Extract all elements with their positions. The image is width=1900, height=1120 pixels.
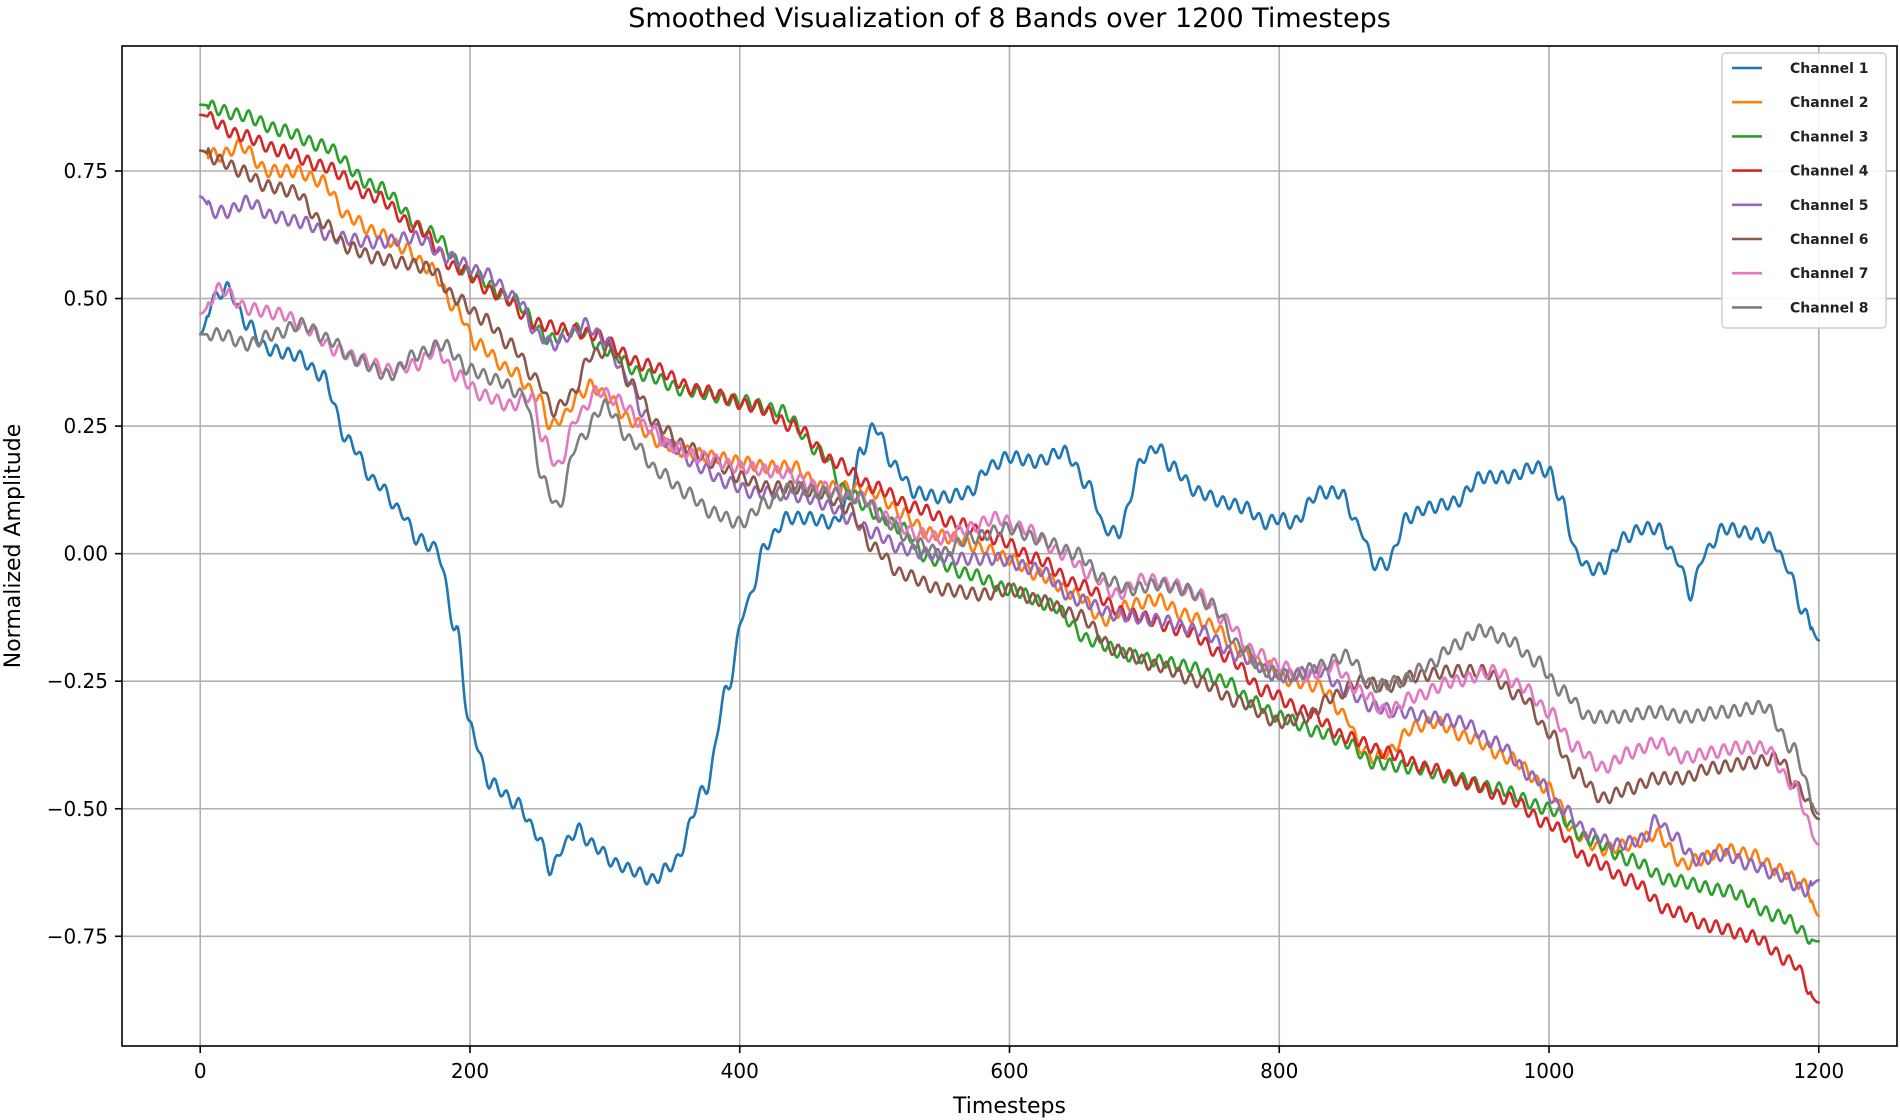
chart-title: Smoothed Visualization of 8 Bands over 1… (628, 3, 1391, 34)
legend-label: Channel 8 (1790, 300, 1869, 316)
y-tick-label: −0.25 (47, 669, 108, 693)
y-tick-label: 0.25 (63, 414, 108, 438)
y-axis-label: Normalized Amplitude (1, 424, 26, 669)
y-tick-label: −0.75 (47, 924, 108, 948)
y-tick-label: 0.75 (63, 159, 108, 183)
series-line-channel-5 (198, 194, 1821, 898)
legend-label: Channel 4 (1790, 164, 1869, 180)
series-line-channel-1 (198, 281, 1821, 886)
legend-label: Channel 7 (1790, 266, 1869, 282)
axis-ticks: 0 200 400 600 800 1000 1200 0.75 0.50 0.25 0.00 −0.… (47, 159, 1845, 1083)
legend: Channel 1 Channel 2 Channel 3 Channel 4 Chan… (1721, 52, 1887, 329)
x-tick-label: 1200 (1793, 1059, 1844, 1083)
grid-lines (122, 46, 1897, 1046)
legend-label: Channel 1 (1790, 61, 1869, 77)
x-axis-label: Timesteps (952, 1094, 1066, 1119)
legend-label: Channel 3 (1790, 129, 1869, 145)
series-line-channel-7 (198, 281, 1821, 846)
legend-label: Channel 5 (1790, 198, 1869, 214)
y-tick-label: 0.00 (63, 542, 108, 566)
x-tick-label: 200 (451, 1059, 489, 1083)
series-lines (198, 99, 1821, 1004)
y-tick-label: −0.50 (47, 797, 108, 821)
x-tick-label: 400 (721, 1059, 759, 1083)
series-line-channel-4 (198, 111, 1821, 1004)
x-tick-label: 0 (194, 1059, 207, 1083)
legend-box (1721, 52, 1887, 329)
legend-label: Channel 2 (1790, 95, 1869, 111)
series-line-channel-6 (198, 147, 1821, 821)
legend-label: Channel 6 (1790, 232, 1869, 248)
y-tick-label: 0.50 (63, 287, 108, 311)
series-line-channel-8 (198, 316, 1821, 816)
x-tick-label: 600 (990, 1059, 1028, 1083)
series-line-channel-2 (198, 138, 1821, 918)
x-tick-label: 1000 (1524, 1059, 1575, 1083)
x-tick-label: 800 (1260, 1059, 1298, 1083)
